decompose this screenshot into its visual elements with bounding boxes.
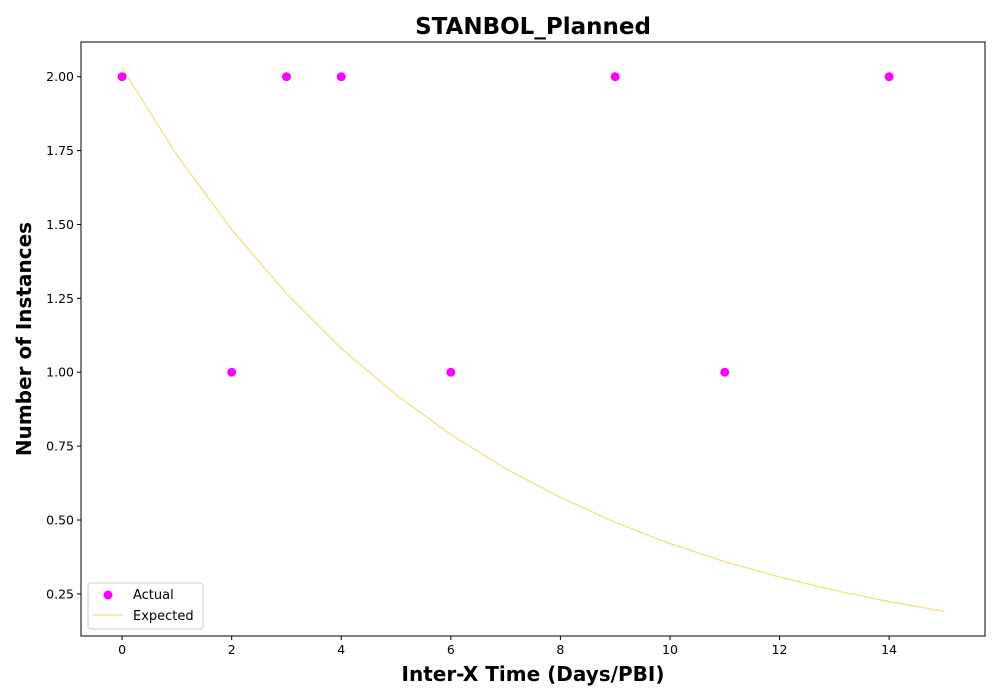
- y-tick-label: 0.50: [46, 513, 74, 528]
- x-tick-label: 8: [556, 642, 564, 657]
- expected-line: [121, 67, 945, 613]
- x-tick-label: 6: [447, 642, 455, 657]
- actual-point: [610, 72, 620, 82]
- x-tick-label: 12: [772, 642, 788, 657]
- x-tick-label: 2: [228, 642, 236, 657]
- y-tick-label: 1.50: [46, 217, 74, 232]
- x-tick-label: 0: [118, 642, 126, 657]
- actual-point: [117, 72, 127, 82]
- x-axis-label: Inter-X Time (Days/PBI): [402, 662, 665, 686]
- y-tick-label: 1.25: [46, 291, 74, 306]
- y-tick-label: 1.75: [46, 143, 74, 158]
- legend-actual-marker: [103, 590, 113, 600]
- actual-point: [227, 367, 237, 377]
- legend-box: [87, 582, 204, 630]
- legend: Actual Expected: [87, 582, 204, 630]
- plot-frame: [80, 41, 986, 637]
- legend-actual-label: Actual: [133, 588, 174, 603]
- actual-point: [446, 367, 456, 377]
- actual-point: [336, 72, 346, 82]
- x-tick-label: 14: [881, 642, 897, 657]
- y-tick-label: 0.75: [46, 439, 74, 454]
- legend-expected-label: Expected: [133, 609, 194, 624]
- y-tick-label: 0.25: [46, 586, 74, 601]
- y-tick-label: 1.00: [46, 365, 74, 380]
- y-axis-label: Number of Instances: [12, 222, 36, 456]
- x-tick-label: 4: [337, 642, 345, 657]
- actual-point: [720, 367, 730, 377]
- actual-point: [281, 72, 291, 82]
- y-tick-label: 2.00: [46, 69, 74, 84]
- plot-area: 0 2 4 6 8 10 12 14 0.25 0.50 0.75 1.00 1.25 1.50 1.75 2…: [46, 41, 986, 657]
- actual-point: [884, 72, 894, 82]
- chart-title: STANBOL_Planned: [415, 14, 651, 40]
- x-tick-label: 10: [662, 642, 678, 657]
